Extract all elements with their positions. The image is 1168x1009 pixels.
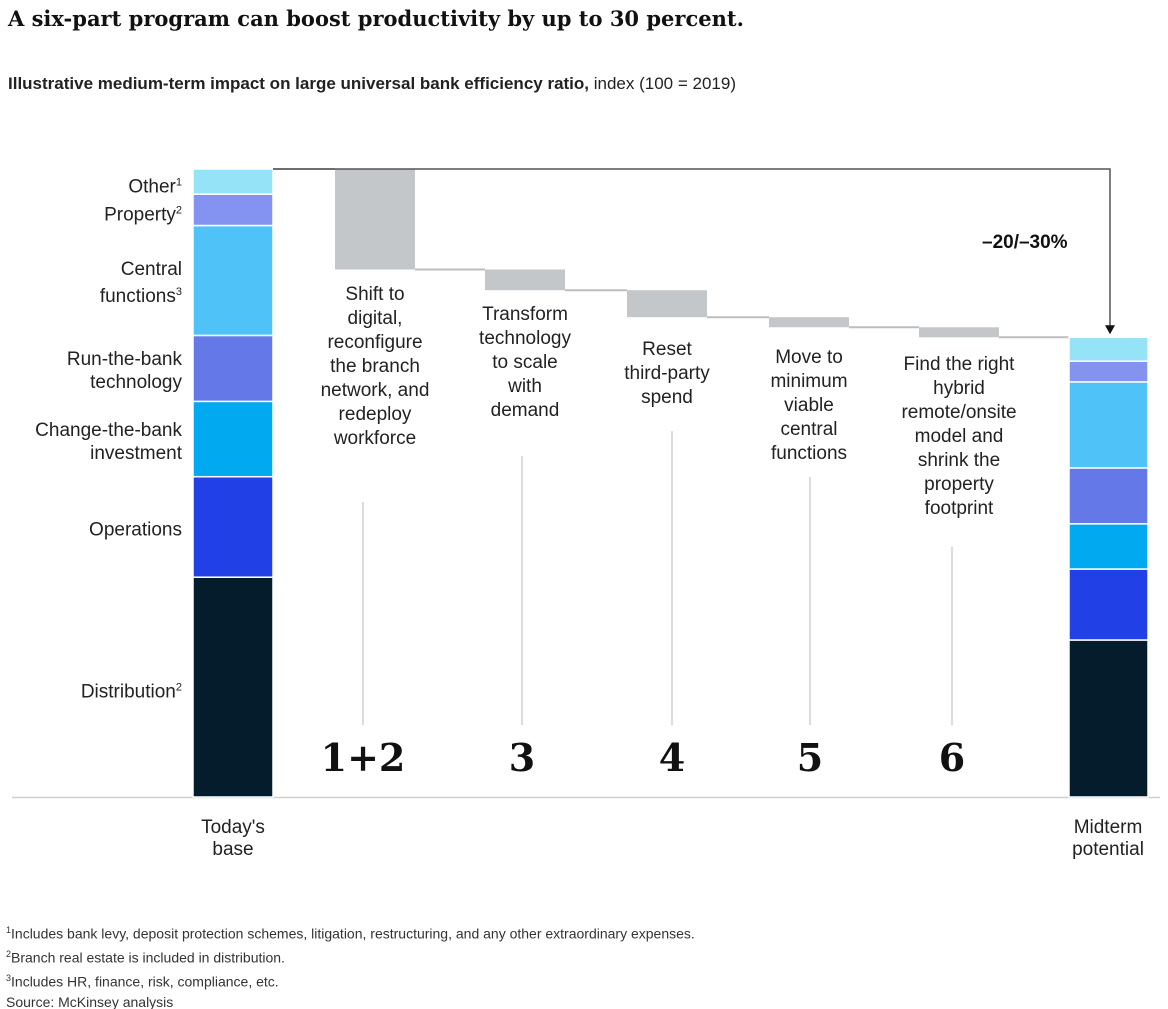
step-number: 1+2 bbox=[320, 735, 406, 780]
base-bar-segment-distribution bbox=[192, 576, 274, 798]
base-bar-segment-operations bbox=[192, 475, 274, 578]
segment-label-run: Run-the-bank technology bbox=[66, 349, 182, 394]
base-bar-segment-change bbox=[192, 400, 274, 478]
footnote-marker: 2 bbox=[175, 204, 182, 217]
base-bar-segment-run bbox=[192, 334, 274, 403]
footnote: 2Branch real estate is included in distr… bbox=[6, 949, 285, 966]
step-label: Move to minimum viable central functions bbox=[770, 347, 848, 464]
base-bar-label: Today's base bbox=[201, 817, 265, 860]
step-bar-1+2 bbox=[335, 169, 415, 270]
footnote: 3Includes HR, finance, risk, compliance,… bbox=[6, 973, 279, 990]
segment-label-property: Property2 bbox=[104, 204, 182, 226]
step-bar-6 bbox=[919, 327, 999, 338]
result-bar-segment-distribution bbox=[1068, 639, 1149, 798]
step-label: Find the right hybrid remote/onsite mode… bbox=[901, 354, 1017, 519]
subtitle-bold: Illustrative medium-term impact on large… bbox=[8, 74, 590, 93]
step-label: Reset third-party spend bbox=[624, 339, 710, 408]
segment-label-distribution: Distribution2 bbox=[80, 681, 182, 703]
source-note: Source: McKinsey analysis bbox=[6, 994, 174, 1009]
step-number: 6 bbox=[938, 735, 966, 780]
subtitle-unit: index (100 = 2019) bbox=[589, 74, 736, 93]
segment-label-change: Change-the-bank investment bbox=[35, 420, 182, 465]
step-bar-4 bbox=[627, 290, 707, 318]
result-bar-segment-operations bbox=[1068, 568, 1149, 641]
footnote-marker: 1 bbox=[175, 175, 182, 188]
footnote-marker: 3 bbox=[175, 286, 182, 299]
footnotes: 1Includes bank levy, deposit protection … bbox=[6, 920, 695, 1009]
step-label: Shift to digital, reconfigure the branch… bbox=[320, 284, 430, 449]
total-bracket-line bbox=[273, 168, 1111, 328]
base-bar-segment-other bbox=[192, 168, 274, 195]
footnote: 1Includes bank levy, deposit protection … bbox=[6, 925, 695, 942]
result-bar-label: Midterm potential bbox=[1072, 817, 1144, 860]
step-number: 3 bbox=[508, 735, 536, 780]
chart-subtitle: Illustrative medium-term impact on large… bbox=[8, 74, 736, 94]
total-change-label: –20/–30% bbox=[982, 232, 1068, 253]
base-bar-segment-central bbox=[192, 224, 274, 337]
step-bar-5 bbox=[769, 317, 849, 328]
footnote-marker: 2 bbox=[175, 681, 182, 694]
result-bar-segment-run bbox=[1068, 467, 1149, 525]
segment-label-other: Other1 bbox=[128, 175, 182, 198]
chart-title: A six-part program can boost productivit… bbox=[8, 6, 744, 31]
segment-label-central: Central functions3 bbox=[99, 259, 182, 308]
step-number: 5 bbox=[796, 735, 824, 780]
result-bar-segment-other bbox=[1068, 336, 1149, 362]
arrow-down-icon bbox=[1105, 325, 1115, 335]
base-bar-segment-property bbox=[192, 193, 274, 227]
result-bar-segment-change bbox=[1068, 523, 1149, 570]
step-label: Transform technology to scale with deman… bbox=[479, 304, 571, 421]
result-bar-segment-property bbox=[1068, 360, 1149, 383]
segment-label-operations: Operations bbox=[89, 519, 182, 541]
step-number: 4 bbox=[658, 735, 686, 780]
step-bar-3 bbox=[485, 269, 565, 291]
result-bar-segment-central bbox=[1068, 381, 1149, 469]
